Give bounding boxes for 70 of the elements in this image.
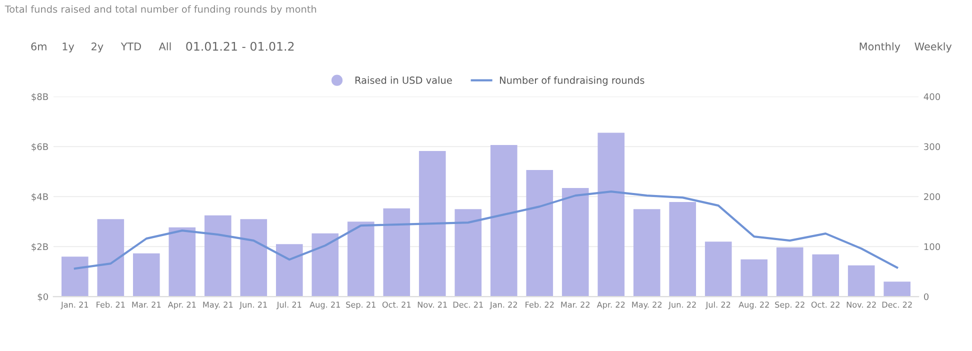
bar <box>562 188 589 297</box>
bar <box>418 151 446 297</box>
y-tick-label: $0 <box>38 293 48 302</box>
x-tick-label: Jan. 22 <box>490 302 517 310</box>
legend-label: Number of fundraising rounds <box>500 76 644 86</box>
bar <box>276 244 303 297</box>
bar <box>598 132 625 297</box>
text: 01.01.21 - 01.01.2 <box>186 42 294 51</box>
y-tick-label: $6B <box>32 143 48 152</box>
x-tick-label: Jun. 21 <box>239 302 267 310</box>
y-tick-label: $8B <box>32 93 48 102</box>
bar <box>633 209 660 297</box>
x-tick-label: Feb. 21 <box>96 301 125 308</box>
y2-tick-label: 300 <box>924 143 940 150</box>
y2-tick-label: 200 <box>924 193 940 200</box>
text: Monthly <box>860 42 900 52</box>
bar <box>848 265 875 297</box>
y2-tick-label: 400 <box>924 93 940 100</box>
text: All <box>158 42 171 50</box>
chart-title: Total funds raised and total number of funding rounds by month <box>4 5 316 15</box>
bar <box>812 254 840 297</box>
bar <box>669 202 696 297</box>
text: 2y <box>92 42 104 52</box>
x-tick-label: May. 22 <box>632 302 662 310</box>
x-tick-label: Mar. 22 <box>561 302 590 308</box>
bar <box>740 259 768 297</box>
bar <box>383 208 410 297</box>
x-tick-label: Dec. 21 <box>453 302 483 308</box>
bar <box>62 256 88 297</box>
text: YTD <box>120 42 141 50</box>
x-tick-label: Aug. 21 <box>310 302 340 310</box>
x-tick-label: Dec. 22 <box>882 302 912 308</box>
text: 6m <box>31 42 46 50</box>
bar <box>132 253 160 297</box>
y-tick-label: $4B <box>32 193 48 202</box>
x-tick-label: Apr. 21 <box>168 302 196 310</box>
bar <box>454 209 482 297</box>
x-tick-label: Nov. 21 <box>418 302 447 308</box>
bar <box>347 222 374 297</box>
x-tick-label: Jan. 21 <box>60 302 88 310</box>
y-tick-label: $2B <box>32 243 48 252</box>
x-tick-label: Sep. 21 <box>346 302 376 310</box>
bar <box>240 219 268 297</box>
y2-tick-label: 100 <box>924 243 940 250</box>
bar <box>776 247 804 297</box>
x-tick-label: Apr. 22 <box>596 302 625 310</box>
y2-tick-label: 0 <box>924 293 929 300</box>
x-tick-label: Jul. 21 <box>276 301 302 310</box>
x-tick-label: Oct. 21 <box>382 302 411 308</box>
bar <box>884 282 910 297</box>
x-tick-label: Jun. 22 <box>668 302 696 310</box>
legend-label: Raised in USD value <box>355 76 452 84</box>
text: 1y <box>62 42 74 52</box>
x-tick-label: Mar. 21 <box>132 302 161 308</box>
bar <box>204 215 232 297</box>
bar <box>168 227 196 297</box>
bar <box>526 170 554 297</box>
bar <box>704 242 732 297</box>
x-tick-label: Feb. 22 <box>526 301 554 308</box>
x-tick-label: Aug. 22 <box>738 302 769 310</box>
line-series <box>74 190 898 270</box>
x-tick-label: Sep. 22 <box>775 302 804 310</box>
x-tick-label: Oct. 22 <box>811 302 840 308</box>
x-tick-label: Nov. 22 <box>846 302 876 308</box>
bar <box>97 219 124 297</box>
text: Weekly <box>914 42 952 52</box>
bar <box>490 145 518 297</box>
x-tick-label: May. 21 <box>203 302 233 310</box>
bar <box>312 233 339 297</box>
x-tick-label: Jul. 22 <box>705 301 730 310</box>
